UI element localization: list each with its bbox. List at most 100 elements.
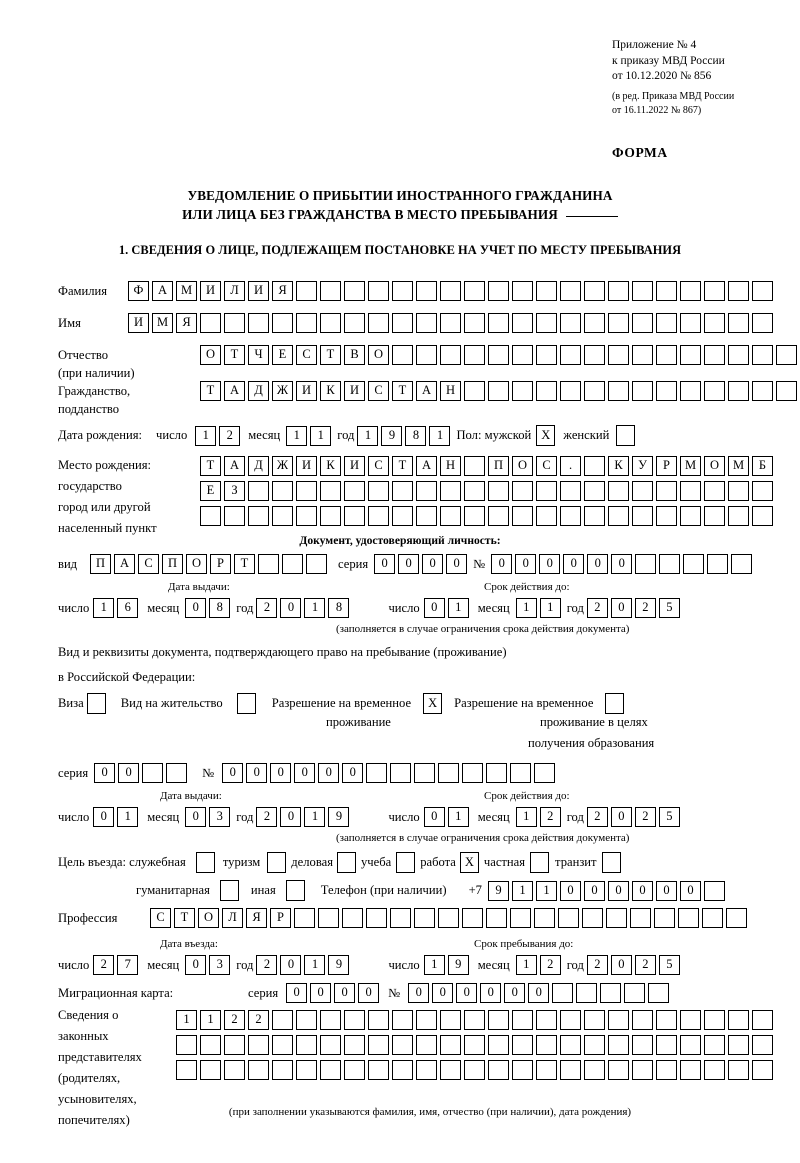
char-cell[interactable]: Е [272, 345, 293, 365]
char-cell[interactable] [728, 313, 749, 333]
purpose-tourism-checkbox[interactable] [267, 852, 287, 873]
char-cell[interactable] [248, 506, 269, 526]
char-cell[interactable] [296, 506, 317, 526]
char-cell[interactable] [368, 1010, 389, 1030]
char-cell[interactable] [510, 763, 532, 783]
char-cell[interactable] [440, 506, 461, 526]
char-cell[interactable] [224, 506, 245, 526]
char-cell[interactable]: И [296, 381, 317, 401]
char-cell[interactable] [584, 1060, 605, 1080]
char-cell[interactable] [560, 1035, 581, 1055]
char-cell[interactable] [728, 281, 749, 301]
char-cell[interactable] [632, 1010, 653, 1030]
char-cell[interactable] [486, 763, 508, 783]
char-cell[interactable] [512, 506, 533, 526]
char-cell[interactable] [584, 1010, 605, 1030]
char-cell[interactable]: О [512, 456, 533, 476]
char-cell[interactable]: 1 [515, 955, 537, 975]
char-cell[interactable]: М [728, 456, 749, 476]
purpose-official-checkbox[interactable] [195, 852, 215, 873]
representatives-row-2-input[interactable] [176, 1035, 776, 1055]
char-cell[interactable] [576, 983, 598, 1003]
char-cell[interactable] [728, 1010, 749, 1030]
char-cell[interactable] [272, 1010, 293, 1030]
char-cell[interactable] [703, 880, 725, 901]
char-cell[interactable] [224, 1060, 245, 1080]
char-cell[interactable]: 2 [219, 425, 241, 446]
char-cell[interactable] [683, 554, 705, 574]
char-cell[interactable] [704, 381, 725, 401]
char-cell[interactable]: 0 [528, 983, 550, 1003]
char-cell[interactable]: . [560, 456, 581, 476]
char-cell[interactable]: 0 [610, 955, 632, 975]
char-cell[interactable]: 1 [304, 598, 326, 618]
char-cell[interactable] [416, 1010, 437, 1030]
char-cell[interactable] [344, 281, 365, 301]
char-cell[interactable] [344, 1060, 365, 1080]
char-cell[interactable] [296, 1035, 317, 1055]
char-cell[interactable]: 1 [286, 425, 308, 446]
char-cell[interactable]: 1 [195, 425, 217, 446]
char-cell[interactable] [414, 908, 435, 928]
char-cell[interactable]: 2 [586, 807, 608, 827]
char-cell[interactable] [536, 506, 557, 526]
char-cell[interactable]: 0 [374, 554, 396, 574]
char-cell[interactable]: 0 [456, 983, 478, 1003]
char-cell[interactable]: 1 [93, 598, 115, 618]
char-cell[interactable]: 2 [256, 598, 278, 618]
char-cell[interactable] [416, 506, 437, 526]
char-cell[interactable] [464, 1060, 485, 1080]
char-cell[interactable]: 2 [256, 955, 278, 975]
char-cell[interactable] [320, 1010, 341, 1030]
purpose-business-checkbox[interactable] [337, 852, 356, 873]
char-cell[interactable] [392, 1010, 413, 1030]
char-cell[interactable] [416, 1060, 437, 1080]
edu-residence-checkbox[interactable] [605, 693, 625, 714]
char-cell[interactable] [558, 908, 579, 928]
char-cell[interactable] [632, 506, 653, 526]
char-cell[interactable]: 1 [511, 880, 533, 901]
char-cell[interactable] [464, 381, 485, 401]
char-cell[interactable]: И [344, 381, 365, 401]
char-cell[interactable] [600, 983, 622, 1003]
char-cell[interactable] [728, 1060, 749, 1080]
char-cell[interactable]: 2 [248, 1010, 269, 1030]
char-cell[interactable]: С [368, 456, 389, 476]
char-cell[interactable]: Ф [128, 281, 149, 301]
char-cell[interactable] [704, 1060, 725, 1080]
char-cell[interactable]: 7 [117, 955, 139, 975]
char-cell[interactable] [320, 313, 341, 333]
char-cell[interactable]: 0 [610, 807, 632, 827]
char-cell[interactable] [680, 1060, 701, 1080]
char-cell[interactable] [752, 381, 773, 401]
char-cell[interactable]: К [320, 381, 341, 401]
char-cell[interactable]: 2 [634, 807, 656, 827]
char-cell[interactable] [608, 506, 629, 526]
char-cell[interactable]: 1 [515, 807, 537, 827]
char-cell[interactable]: 0 [607, 880, 629, 901]
char-cell[interactable]: 0 [610, 598, 632, 618]
residence-permit-checkbox[interactable] [236, 693, 256, 714]
char-cell[interactable] [630, 908, 651, 928]
char-cell[interactable] [704, 506, 725, 526]
char-cell[interactable] [656, 1060, 677, 1080]
char-cell[interactable]: Т [174, 908, 195, 928]
char-cell[interactable] [752, 506, 773, 526]
char-cell[interactable] [390, 763, 412, 783]
char-cell[interactable]: Л [222, 908, 243, 928]
char-cell[interactable] [510, 908, 531, 928]
char-cell[interactable] [584, 506, 605, 526]
char-cell[interactable]: 0 [679, 880, 701, 901]
char-cell[interactable]: 9 [381, 425, 403, 446]
char-cell[interactable]: Я [176, 313, 197, 333]
char-cell[interactable]: С [296, 345, 317, 365]
char-cell[interactable]: Я [246, 908, 267, 928]
char-cell[interactable] [656, 313, 677, 333]
char-cell[interactable]: И [344, 456, 365, 476]
